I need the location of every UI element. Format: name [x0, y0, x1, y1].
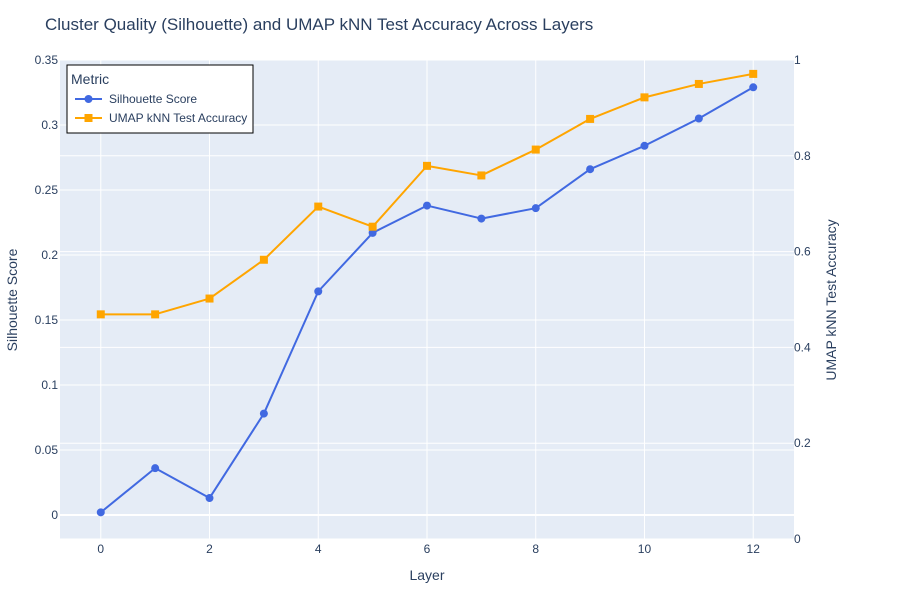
y-left-tick-label: 0.1: [41, 378, 58, 392]
silhouette-point: [477, 214, 486, 223]
legend-title: Metric: [71, 71, 109, 87]
y-left-tick-label: 0.05: [35, 443, 59, 457]
silhouette-legend-label: Silhouette Score: [109, 92, 197, 106]
legend: Metric Silhouette Score UMAP kNN Test Acc…: [66, 64, 254, 134]
silhouette-point: [205, 494, 214, 503]
umap-knn-accuracy-point: [586, 114, 595, 123]
y-left-tick-label: 0.25: [35, 183, 59, 197]
y-right-tick-label: 0.8: [794, 149, 811, 163]
y-axis-left-label: Silhouette Score: [4, 248, 20, 351]
y-right-tick-label: 0.2: [794, 436, 811, 450]
umap-knn-accuracy-point: [694, 79, 703, 88]
legend-items: Silhouette Score UMAP kNN Test Accuracy: [75, 92, 247, 125]
silhouette-point: [423, 201, 431, 210]
umap-knn-accuracy-point: [96, 310, 105, 319]
y-left-tick-label: 0.3: [41, 118, 58, 132]
silhouette-point: [96, 508, 105, 517]
x-tick-label: 12: [747, 542, 761, 556]
umap-knn-accuracy-point: [531, 145, 540, 154]
umap-knn-accuracy-point: [477, 171, 486, 180]
silhouette-point: [531, 204, 540, 213]
tick-layer: 0 2 4 6 8 10 12 0 0.05 0.1 0.15 0.2 0.25 0.3 0.35 0 0.2 0…: [35, 53, 811, 556]
silhouette-point: [151, 464, 160, 473]
silhouette-point: [586, 165, 595, 174]
y-right-tick-label: 0: [794, 532, 801, 546]
umap-knn-accuracy-point: [640, 93, 649, 102]
y-right-tick-label: 0.6: [794, 245, 811, 259]
y-left-tick-label: 0: [51, 508, 58, 522]
umap-knn-accuracy-point: [368, 222, 377, 231]
x-tick-label: 0: [97, 542, 104, 556]
x-axis-label: Layer: [409, 567, 444, 583]
y-axis-right-label: UMAP kNN Test Accuracy: [823, 219, 839, 380]
silhouette-point: [694, 114, 703, 123]
silhouette-point: [640, 141, 649, 150]
silhouette-point: [314, 287, 323, 296]
silhouette-point: [368, 228, 377, 237]
y-right-tick-label: 1: [794, 53, 801, 67]
umap-knn-accuracy-point: [259, 255, 268, 264]
silhouette-point: [749, 83, 758, 92]
umap-knn-accuracy-point: [314, 202, 323, 211]
silhouette-legend-marker: [84, 95, 93, 103]
umap-knn-accuracy-point: [205, 294, 214, 303]
umap-knn-accuracy-point: [423, 161, 431, 170]
chart-title: Cluster Quality (Silhouette) and UMAP kN…: [45, 15, 593, 34]
x-tick-label: 4: [315, 542, 322, 556]
x-tick-label: 2: [206, 542, 213, 556]
silhouette-point: [259, 409, 268, 418]
series-layer: [96, 69, 758, 517]
x-tick-label: 8: [532, 542, 539, 556]
y-left-tick-label: 0.35: [35, 53, 59, 67]
umap-knn-accuracy-point: [749, 69, 758, 78]
x-tick-label: 10: [638, 542, 652, 556]
umap-knn-accuracy-legend-marker: [84, 114, 93, 122]
y-left-tick-label: 0.2: [41, 248, 58, 262]
grid-layer: [60, 59, 794, 540]
umap-knn-accuracy-legend-label: UMAP kNN Test Accuracy: [109, 111, 247, 125]
y-left-tick-label: 0.15: [35, 313, 59, 327]
y-right-tick-label: 0.4: [794, 340, 811, 354]
x-tick-label: 6: [424, 542, 431, 556]
umap-knn-accuracy-point: [151, 310, 160, 319]
